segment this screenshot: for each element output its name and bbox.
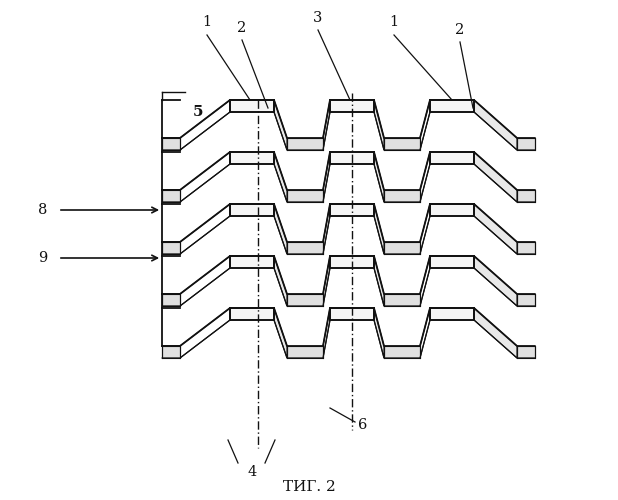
Polygon shape — [323, 100, 330, 150]
Polygon shape — [274, 308, 287, 358]
Text: ΤИГ. 2: ΤИГ. 2 — [282, 480, 336, 494]
Polygon shape — [330, 204, 374, 216]
Polygon shape — [274, 256, 287, 306]
Polygon shape — [230, 256, 274, 268]
Polygon shape — [230, 100, 274, 112]
Polygon shape — [162, 190, 180, 202]
Polygon shape — [323, 152, 330, 202]
Polygon shape — [384, 138, 420, 150]
Polygon shape — [384, 242, 420, 254]
Polygon shape — [420, 308, 430, 358]
Polygon shape — [230, 308, 274, 320]
Polygon shape — [517, 346, 535, 358]
Text: 6: 6 — [358, 418, 368, 432]
Polygon shape — [330, 100, 374, 112]
Polygon shape — [323, 256, 330, 306]
Polygon shape — [180, 308, 230, 358]
Polygon shape — [517, 190, 535, 202]
Polygon shape — [162, 138, 180, 150]
Polygon shape — [230, 152, 274, 164]
Polygon shape — [330, 308, 374, 320]
Polygon shape — [474, 204, 517, 254]
Polygon shape — [287, 190, 323, 202]
Polygon shape — [474, 308, 517, 358]
Polygon shape — [430, 256, 474, 268]
Text: 5: 5 — [193, 105, 203, 119]
Polygon shape — [162, 294, 180, 306]
Polygon shape — [287, 346, 323, 358]
Polygon shape — [162, 242, 180, 254]
Polygon shape — [384, 346, 420, 358]
Polygon shape — [430, 152, 474, 164]
Polygon shape — [330, 152, 374, 164]
Polygon shape — [420, 204, 430, 254]
Polygon shape — [430, 100, 474, 112]
Polygon shape — [474, 256, 517, 306]
Polygon shape — [274, 204, 287, 254]
Polygon shape — [180, 204, 230, 254]
Text: 8: 8 — [38, 203, 48, 217]
Polygon shape — [162, 346, 180, 358]
Polygon shape — [517, 242, 535, 254]
Polygon shape — [230, 204, 274, 216]
Polygon shape — [517, 294, 535, 306]
Polygon shape — [287, 242, 323, 254]
Polygon shape — [374, 308, 384, 358]
Polygon shape — [374, 100, 384, 150]
Polygon shape — [180, 152, 230, 202]
Text: 2: 2 — [455, 23, 465, 37]
Polygon shape — [474, 100, 517, 150]
Text: 1: 1 — [389, 15, 399, 29]
Polygon shape — [420, 100, 430, 150]
Polygon shape — [384, 190, 420, 202]
Polygon shape — [517, 138, 535, 150]
Polygon shape — [374, 152, 384, 202]
Text: 3: 3 — [313, 11, 323, 25]
Polygon shape — [180, 100, 230, 150]
Polygon shape — [384, 294, 420, 306]
Polygon shape — [330, 256, 374, 268]
Polygon shape — [430, 308, 474, 320]
Polygon shape — [430, 204, 474, 216]
Polygon shape — [274, 100, 287, 150]
Text: 9: 9 — [38, 251, 48, 265]
Text: 2: 2 — [237, 21, 247, 35]
Polygon shape — [323, 204, 330, 254]
Polygon shape — [420, 152, 430, 202]
Polygon shape — [474, 152, 517, 202]
Polygon shape — [374, 204, 384, 254]
Text: 1: 1 — [203, 15, 211, 29]
Polygon shape — [374, 256, 384, 306]
Polygon shape — [420, 256, 430, 306]
Polygon shape — [323, 308, 330, 358]
Polygon shape — [287, 294, 323, 306]
Polygon shape — [180, 256, 230, 306]
Polygon shape — [287, 138, 323, 150]
Polygon shape — [274, 152, 287, 202]
Text: 4: 4 — [247, 465, 256, 479]
